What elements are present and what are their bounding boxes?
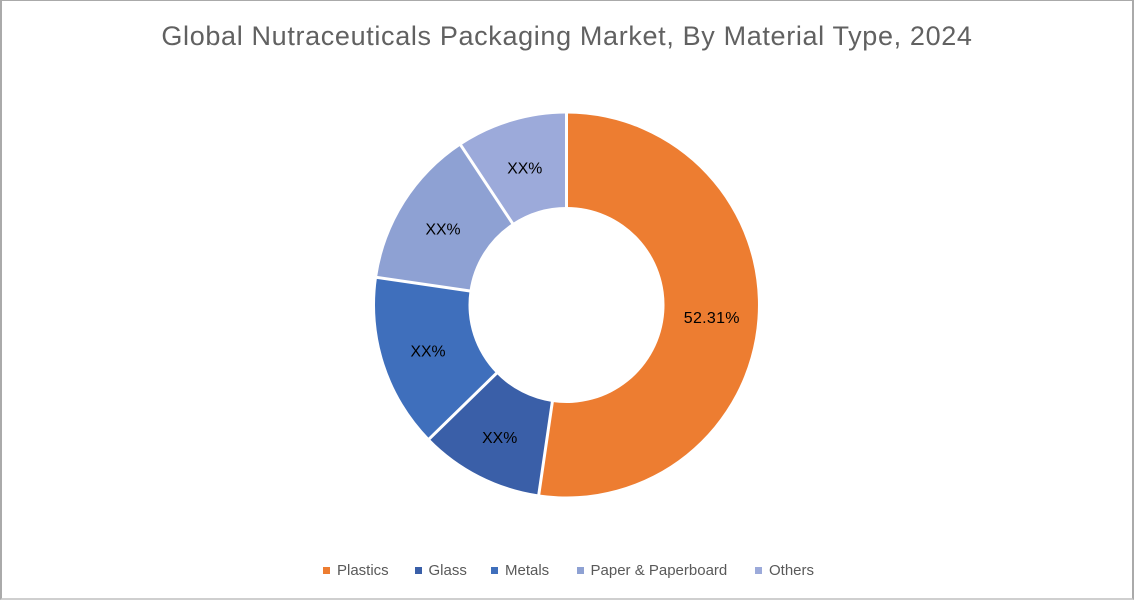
svg-text:52.31%: 52.31% [684, 310, 740, 327]
svg-text:XX%: XX% [410, 344, 445, 361]
svg-text:XX%: XX% [507, 161, 542, 178]
svg-text:XX%: XX% [482, 430, 517, 447]
svg-text:XX%: XX% [425, 222, 460, 239]
